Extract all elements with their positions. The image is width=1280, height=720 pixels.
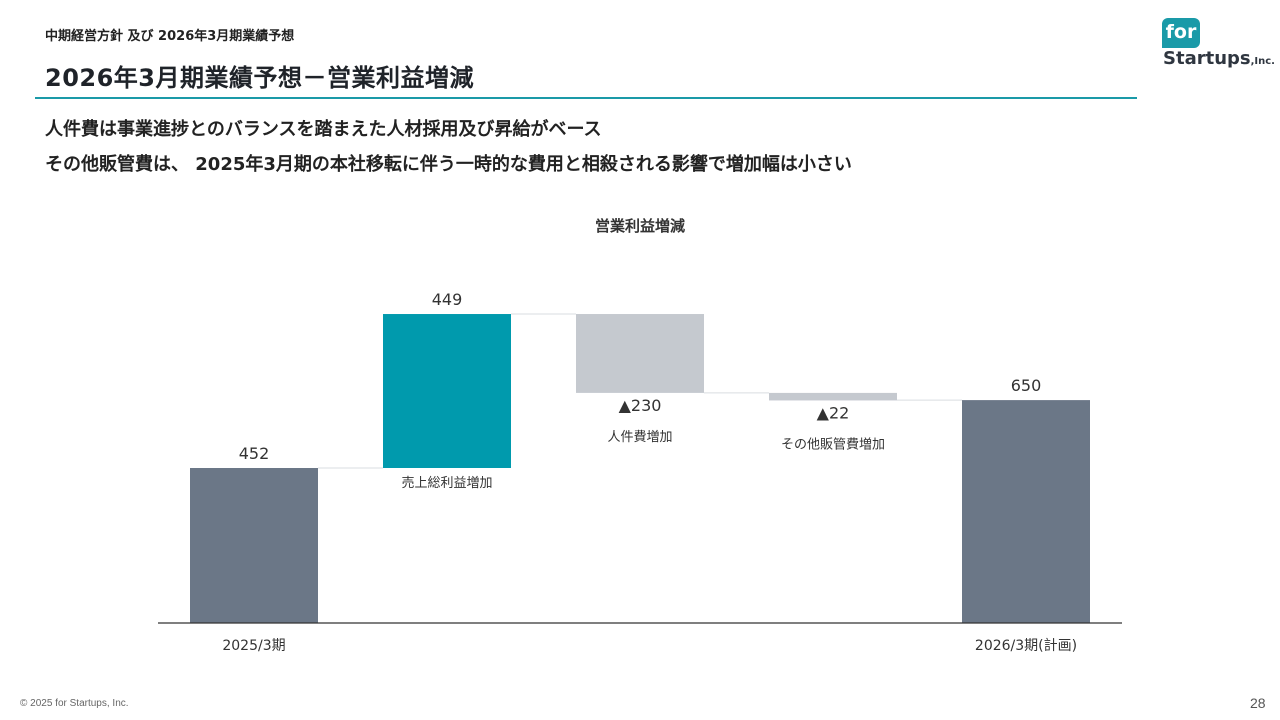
bullet-text-1: 人件費は事業進捗とのバランスを踏まえた人材採用及び昇給がベース	[45, 119, 602, 140]
bar-decrease	[576, 314, 704, 393]
bullet-text-2: その他販管費は、 2025年3月期の本社移転に伴う一時的な費用と相殺される影響で…	[45, 154, 852, 175]
bar-decrease	[769, 392, 897, 401]
bar-total	[962, 400, 1090, 623]
chart-canvas: 営業利益増減 452 2025/3期 449 売上総利益増加 ▲230 人件費増加 ▲22 その…	[158, 217, 1122, 654]
chart-title: 営業利益増減	[595, 217, 685, 235]
page-title: 2026年3月期業績予想－営業利益増減	[45, 64, 474, 92]
value-label: ▲22	[817, 403, 850, 422]
company-logo: for Startups,Inc.	[1162, 18, 1275, 74]
bar-category-label: 人件費増加	[607, 430, 672, 445]
page-number: 28	[1250, 695, 1266, 711]
x-tick-label: 2025/3期	[222, 638, 285, 654]
waterfall-chart: 営業利益増減 452 2025/3期 449 売上総利益増加 ▲230 人件費増加 ▲22 その…	[0, 200, 1280, 670]
logo-suffix: ,Inc.	[1250, 56, 1275, 67]
bar-total	[190, 468, 318, 623]
x-tick-label: 2026/3期(計画)	[975, 638, 1077, 654]
value-label: 452	[239, 444, 270, 463]
value-label: 449	[432, 290, 463, 309]
logo-badge: for	[1162, 18, 1200, 48]
value-label: 650	[1011, 376, 1042, 395]
bar-category-label: その他販管費増加	[781, 437, 885, 452]
copyright-text: © 2025 for Startups, Inc.	[20, 698, 129, 709]
value-label: ▲230	[619, 396, 662, 415]
logo-name: Startups	[1163, 48, 1251, 69]
bar-category-label: 売上総利益増加	[401, 475, 492, 491]
bar-increase	[383, 314, 511, 468]
breadcrumb: 中期経営方針 及び 2026年3月期業績予想	[45, 29, 295, 44]
logo-wordmark: Startups,Inc.	[1163, 48, 1275, 69]
title-divider	[35, 97, 1137, 99]
